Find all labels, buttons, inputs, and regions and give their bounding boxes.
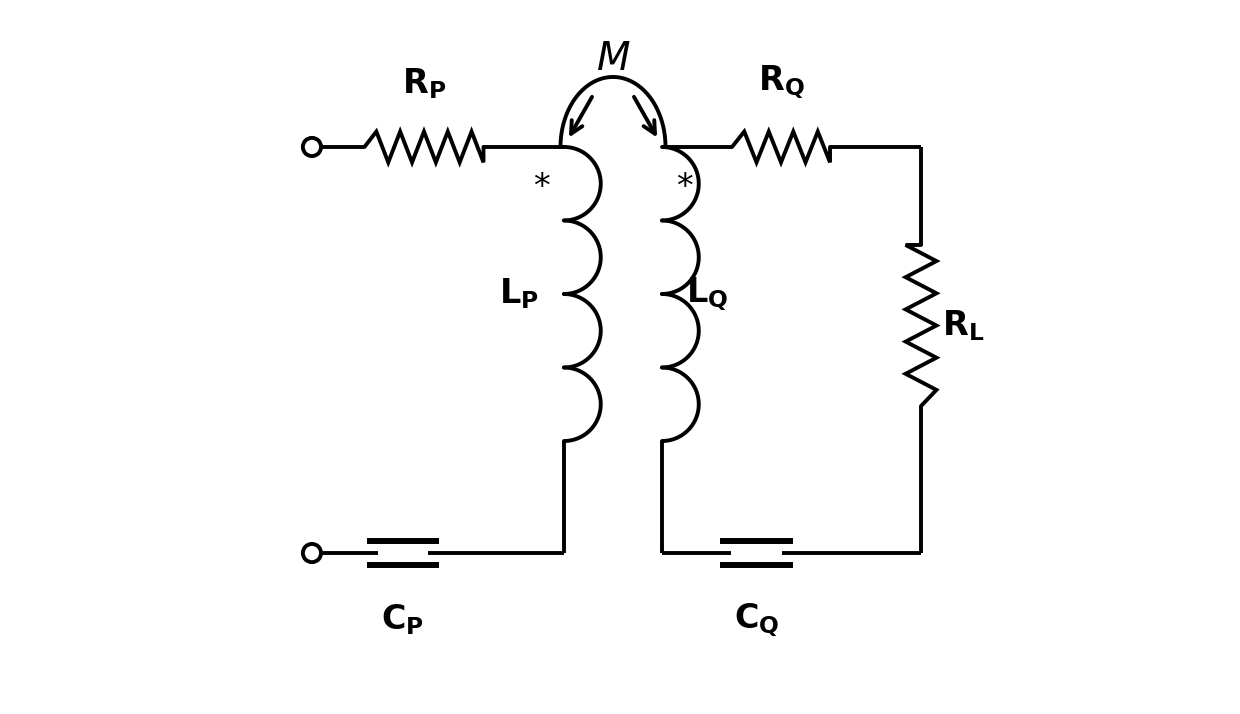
Text: $\mathbf{L_P}$: $\mathbf{L_P}$ bbox=[498, 276, 538, 311]
Text: $*$: $*$ bbox=[676, 169, 693, 202]
Text: $\mathbf{C_P}$: $\mathbf{C_P}$ bbox=[382, 602, 424, 637]
Text: $\mathbf{R_Q}$: $\mathbf{R_Q}$ bbox=[758, 64, 805, 101]
Text: $\mathbf{L_Q}$: $\mathbf{L_Q}$ bbox=[687, 276, 729, 313]
Text: $\mathit{M}$: $\mathit{M}$ bbox=[595, 41, 630, 78]
Text: $\mathbf{C_Q}$: $\mathbf{C_Q}$ bbox=[734, 602, 779, 639]
Text: $\mathbf{R_P}$: $\mathbf{R_P}$ bbox=[402, 67, 446, 101]
Text: $\mathbf{R_L}$: $\mathbf{R_L}$ bbox=[942, 308, 985, 343]
Text: $*$: $*$ bbox=[533, 169, 551, 202]
